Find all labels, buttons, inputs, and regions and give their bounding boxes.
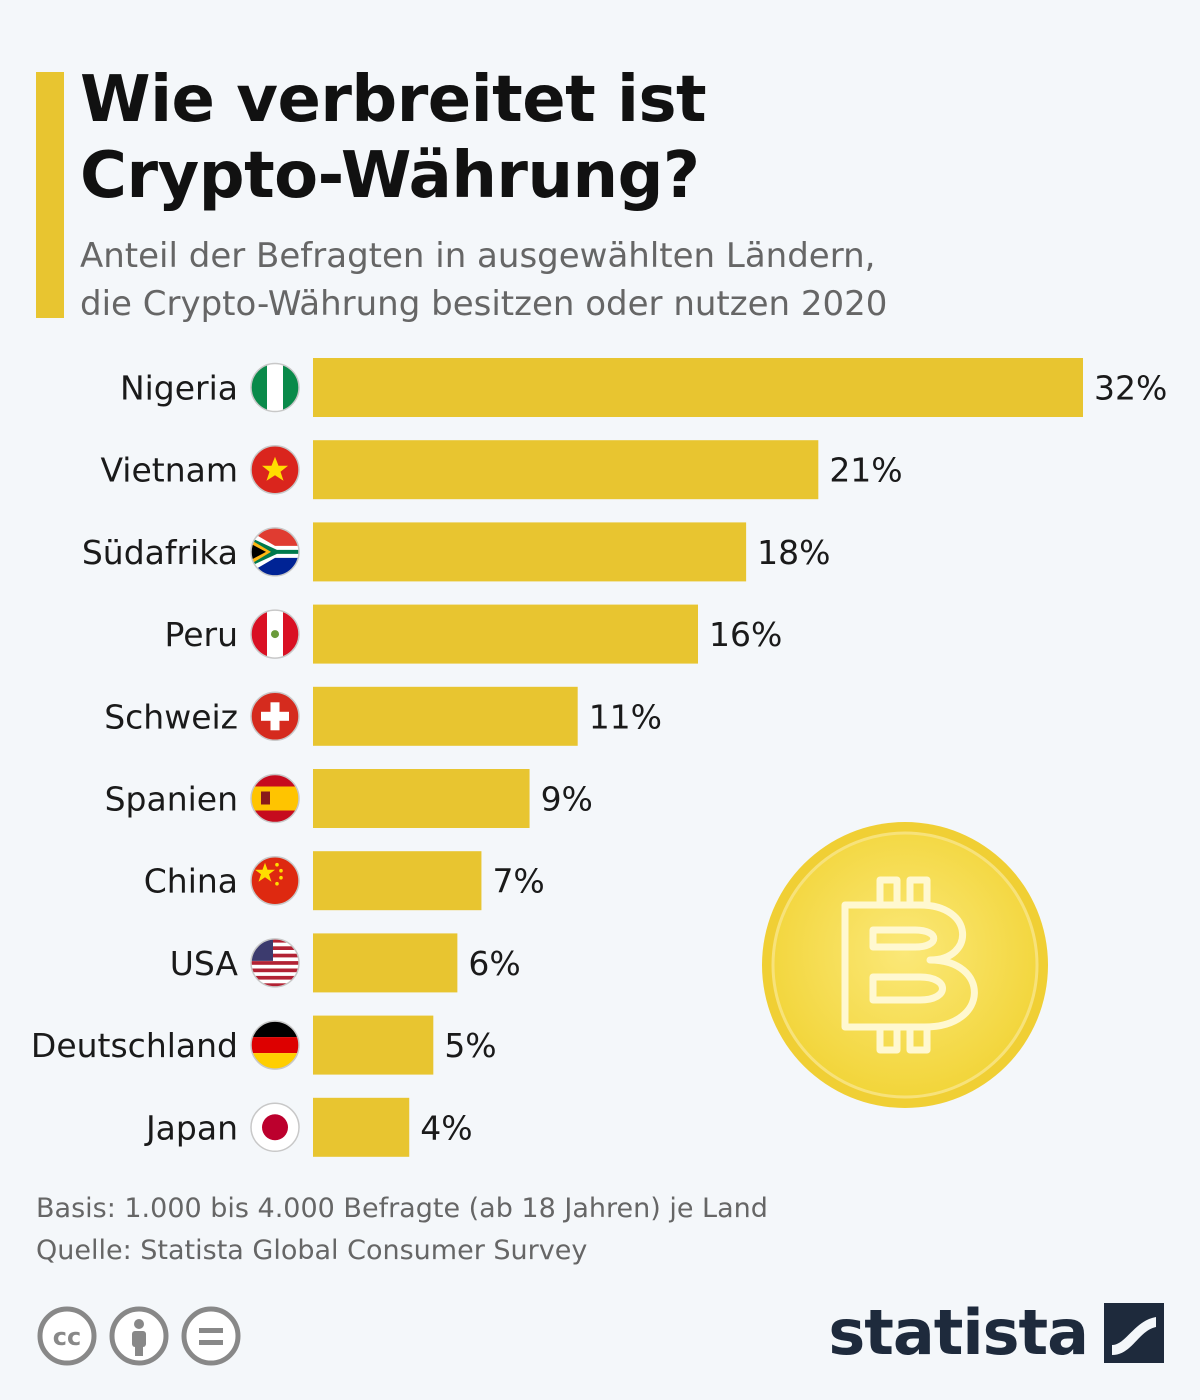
- value-label: 5%: [444, 1026, 496, 1065]
- category-label: Peru: [164, 615, 238, 654]
- bar-6: [313, 851, 482, 911]
- switzerland-flag-icon: [250, 691, 300, 742]
- bitcoin-coin-icon: [762, 822, 1048, 1108]
- title-line-2: Crypto-Währung?: [80, 139, 700, 213]
- value-label: 32%: [1094, 369, 1167, 408]
- bar-2: [313, 522, 747, 582]
- bar-9: [313, 1097, 410, 1157]
- value-label: 9%: [541, 780, 593, 819]
- category-label: Schweiz: [104, 697, 238, 736]
- spain-flag-icon: [250, 773, 300, 824]
- brand-name: statista: [828, 1296, 1089, 1369]
- value-label: 11%: [589, 697, 662, 736]
- category-label: Südafrika: [82, 533, 238, 572]
- title-line-1: Wie verbreitet ist: [80, 63, 707, 137]
- subtitle-line-2: die Crypto-Währung besitzen oder nutzen …: [80, 284, 888, 324]
- peru-flag-icon: [250, 609, 300, 659]
- bar-chart: Nigeria 32% Vietnam 21% Südafrika 18% Peru 16% S…: [31, 358, 1167, 1157]
- category-label: Deutschland: [31, 1026, 238, 1065]
- china-flag-icon: [250, 855, 300, 906]
- by-icon[interactable]: [109, 1306, 169, 1366]
- footnote: Basis: 1.000 bis 4.000 Befragte (ab 18 J…: [36, 1188, 768, 1272]
- bar-7: [313, 933, 458, 993]
- statista-logo[interactable]: statista: [828, 1296, 1164, 1369]
- nigeria-flag-icon: [250, 362, 300, 413]
- vietnam-flag-icon: [250, 444, 300, 495]
- category-label: Vietnam: [100, 451, 238, 490]
- value-label: 21%: [829, 451, 902, 490]
- license-icons: cc: [37, 1306, 241, 1366]
- value-label: 6%: [468, 944, 520, 983]
- value-label: 16%: [709, 615, 782, 654]
- source-note: Quelle: Statista Global Consumer Survey: [36, 1235, 588, 1266]
- chart-subtitle: Anteil der Befragten in ausgewählten Län…: [80, 232, 887, 328]
- category-label: USA: [170, 944, 239, 983]
- bar-5: [313, 769, 530, 828]
- japan-flag-icon: [250, 1102, 300, 1153]
- cc-icon[interactable]: cc: [37, 1306, 97, 1366]
- bar-8: [313, 1015, 434, 1075]
- bar-0: [313, 358, 1083, 417]
- subtitle-line-1: Anteil der Befragten in ausgewählten Län…: [80, 236, 876, 276]
- value-label: 4%: [420, 1108, 472, 1147]
- bar-1: [313, 440, 819, 500]
- category-label: Japan: [144, 1108, 238, 1147]
- nd-icon[interactable]: [181, 1306, 241, 1366]
- category-label: Nigeria: [120, 369, 238, 408]
- germany-flag-icon: [250, 1020, 300, 1070]
- usa-flag-icon: [250, 938, 300, 988]
- south-africa-flag-icon: [250, 527, 300, 577]
- statista-mark-icon: [1104, 1302, 1164, 1363]
- value-label: 18%: [757, 533, 830, 572]
- basis-note: Basis: 1.000 bis 4.000 Befragte (ab 18 J…: [36, 1193, 768, 1224]
- category-label: China: [144, 862, 238, 901]
- value-label: 7%: [492, 862, 544, 901]
- chart-title: Wie verbreitet ist Crypto-Währung?: [80, 62, 707, 214]
- bar-3: [313, 604, 698, 664]
- bar-4: [313, 686, 578, 746]
- title-accent-bar: [36, 72, 64, 318]
- category-label: Spanien: [105, 780, 238, 819]
- svg-text:cc: cc: [53, 1323, 81, 1351]
